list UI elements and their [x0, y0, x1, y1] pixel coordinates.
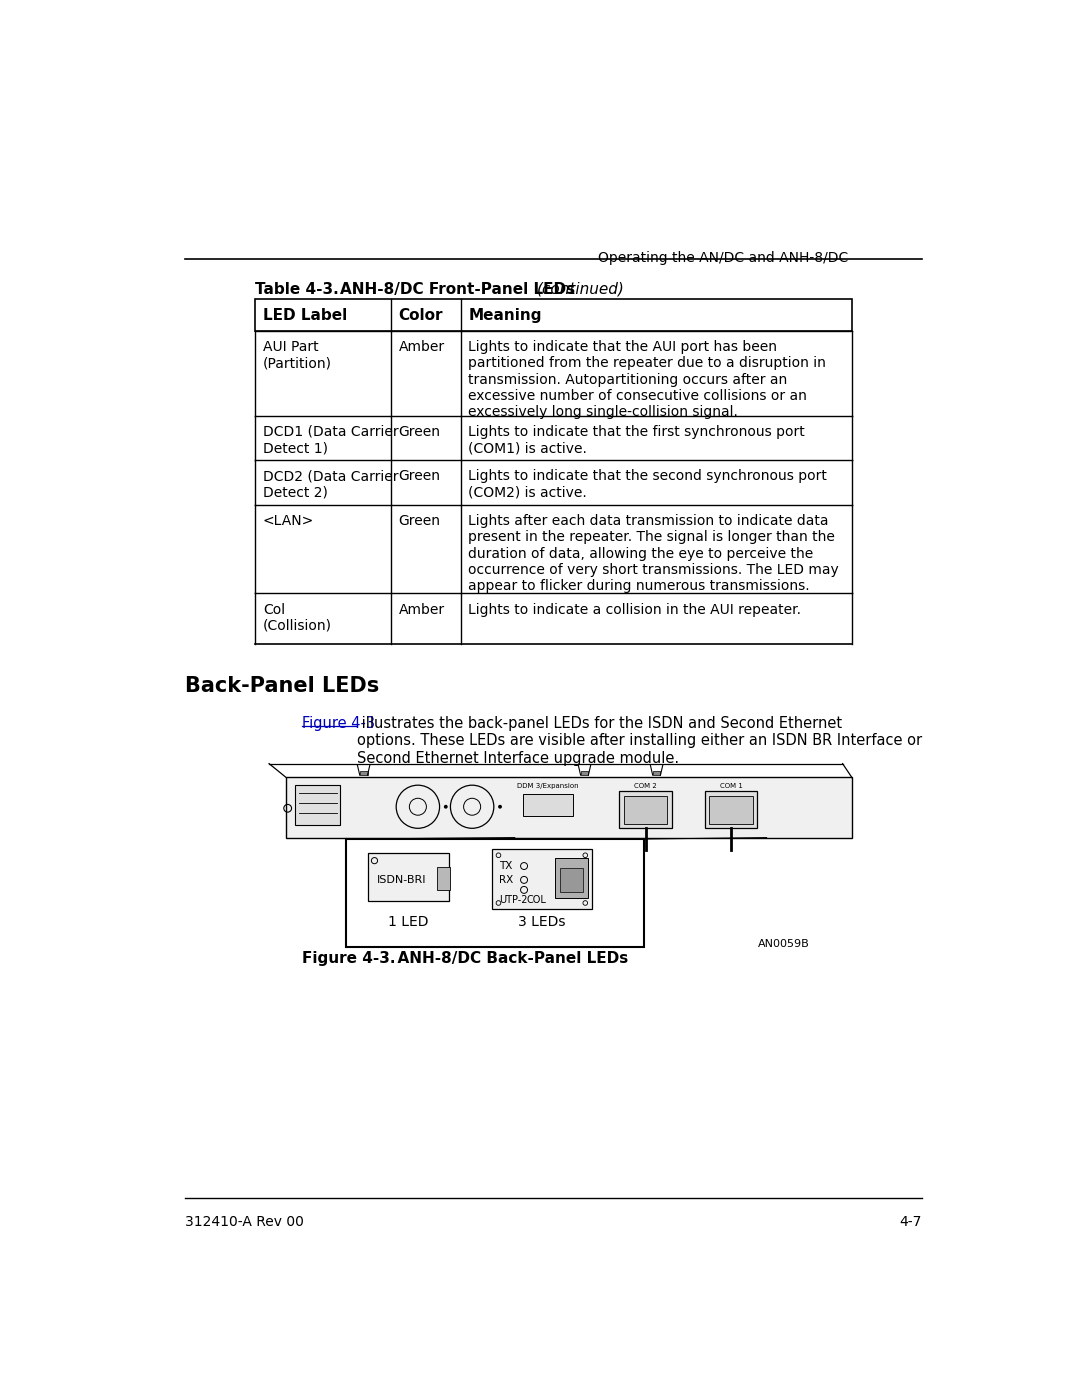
Text: COM 2: COM 2 — [634, 782, 657, 789]
Text: ANH-8/DC Front-Panel LEDs: ANH-8/DC Front-Panel LEDs — [340, 282, 576, 296]
Text: Operating the AN/DC and ANH-8/DC: Operating the AN/DC and ANH-8/DC — [597, 251, 848, 265]
Circle shape — [444, 805, 448, 809]
Text: Meaning: Meaning — [469, 307, 542, 323]
Text: Back-Panel LEDs: Back-Panel LEDs — [186, 676, 380, 696]
Text: Amber: Amber — [399, 602, 445, 616]
Circle shape — [498, 805, 502, 809]
Text: TX: TX — [499, 861, 513, 872]
Text: ISDN-BRI: ISDN-BRI — [377, 875, 427, 884]
Bar — [286, 778, 852, 838]
Text: 312410-A Rev 00: 312410-A Rev 00 — [186, 1215, 305, 1229]
Bar — [710, 796, 753, 824]
Text: 4-7: 4-7 — [900, 1215, 921, 1229]
Text: Green: Green — [399, 469, 441, 483]
Text: ANH-8/DC Back-Panel LEDs: ANH-8/DC Back-Panel LEDs — [366, 951, 629, 965]
Text: Lights to indicate a collision in the AUI repeater.: Lights to indicate a collision in the AU… — [469, 602, 801, 616]
Text: Green: Green — [399, 425, 441, 439]
Text: COM 1: COM 1 — [719, 782, 742, 789]
Text: Lights to indicate that the AUI port has been
partitioned from the repeater due : Lights to indicate that the AUI port has… — [469, 339, 826, 419]
Text: Color: Color — [399, 307, 443, 323]
Text: 3 LEDs: 3 LEDs — [518, 915, 566, 929]
Bar — [491, 849, 592, 909]
Bar — [652, 771, 661, 775]
Text: Lights to indicate that the first synchronous port
(COM1) is active.: Lights to indicate that the first synchr… — [469, 425, 805, 455]
Text: DCD1 (Data Carrier
Detect 1): DCD1 (Data Carrier Detect 1) — [262, 425, 399, 455]
Text: (continued): (continued) — [537, 282, 624, 296]
Text: <LAN>: <LAN> — [262, 514, 314, 528]
Text: Lights after each data transmission to indicate data
present in the repeater. Th: Lights after each data transmission to i… — [469, 514, 839, 592]
Text: COL: COL — [526, 894, 546, 904]
Bar — [619, 791, 672, 828]
Text: DDM 3/Expansion: DDM 3/Expansion — [517, 782, 579, 789]
Text: Green: Green — [399, 514, 441, 528]
Bar — [555, 858, 588, 898]
Text: Table 4-3.: Table 4-3. — [255, 282, 339, 296]
Bar — [346, 840, 644, 947]
Text: RX: RX — [499, 875, 513, 884]
Bar — [704, 791, 757, 828]
Text: Lights to indicate that the second synchronous port
(COM2) is active.: Lights to indicate that the second synch… — [469, 469, 827, 500]
Text: illustrates the back-panel LEDs for the ISDN and Second Ethernet
options. These : illustrates the back-panel LEDs for the … — [356, 715, 921, 766]
Bar — [367, 854, 449, 901]
Text: Col
(Collision): Col (Collision) — [262, 602, 332, 633]
Text: Figure 4-3: Figure 4-3 — [301, 715, 375, 731]
Text: Figure 4-3.: Figure 4-3. — [301, 951, 395, 965]
Text: 1 LED: 1 LED — [388, 915, 429, 929]
Bar — [581, 771, 589, 775]
Bar — [360, 771, 367, 775]
Text: UTP-2: UTP-2 — [499, 894, 528, 904]
Text: DCD2 (Data Carrier
Detect 2): DCD2 (Data Carrier Detect 2) — [262, 469, 399, 500]
Bar — [255, 299, 852, 331]
Text: Amber: Amber — [399, 339, 445, 353]
Text: AUI Part
(Partition): AUI Part (Partition) — [262, 339, 332, 370]
Bar — [523, 795, 572, 816]
Text: LED Label: LED Label — [262, 307, 347, 323]
Bar — [559, 868, 583, 893]
Bar — [437, 866, 449, 890]
Text: AN0059B: AN0059B — [757, 939, 809, 949]
Bar — [624, 796, 667, 824]
Bar — [296, 785, 340, 826]
